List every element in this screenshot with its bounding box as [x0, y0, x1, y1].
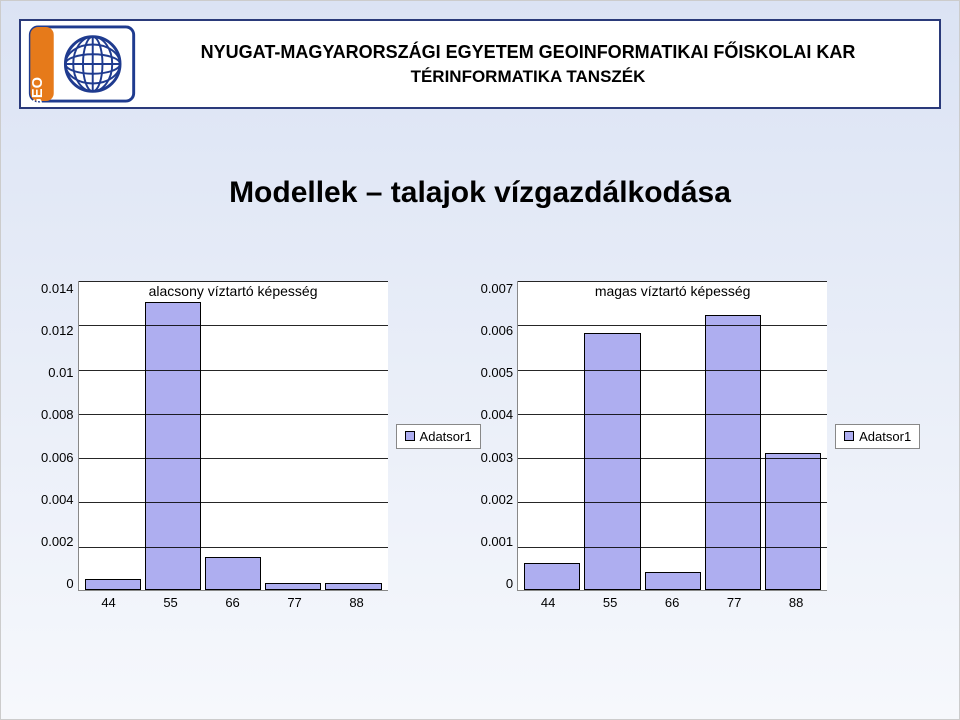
slide: GEO NYUGAT-MAGYARORSZÁGI EGYETEM GEOINFO…: [0, 0, 960, 720]
y-tick-label: 0.006: [481, 323, 514, 338]
grid-line: [518, 370, 827, 371]
grid-line: [518, 502, 827, 503]
y-tick-label: 0.007: [481, 281, 514, 296]
page-title: Modellek – talajok vízgazdálkodása: [1, 176, 959, 210]
charts-container: 0.014 0.012 0.01 0.008 0.006 0.004 0.002 0 alac…: [41, 281, 919, 679]
bars-group: [518, 281, 827, 590]
grid-line: [518, 547, 827, 548]
y-tick-label: 0: [66, 576, 73, 591]
grid-line: [79, 370, 388, 371]
x-axis-labels: 4455667788: [78, 595, 388, 610]
y-tick-label: 0: [506, 576, 513, 591]
institution-name: NYUGAT-MAGYARORSZÁGI EGYETEM GEOINFORMAT…: [137, 42, 919, 63]
bar: [205, 557, 261, 590]
y-tick-label: 0.003: [481, 450, 514, 465]
legend: Adatsor1: [835, 281, 920, 591]
bar: [325, 583, 381, 590]
bar: [765, 453, 821, 590]
bars-group: [79, 281, 388, 590]
bar: [705, 315, 761, 590]
y-tick-label: 0.002: [481, 492, 514, 507]
chart-title: alacsony víztartó képesség: [79, 281, 388, 299]
y-tick-label: 0.006: [41, 450, 74, 465]
globe-icon: GEO: [27, 25, 137, 103]
x-tick-label: 66: [202, 595, 264, 610]
bar: [524, 563, 580, 590]
bar: [584, 333, 640, 590]
y-tick-label: 0.002: [41, 534, 74, 549]
grid-line: [79, 547, 388, 548]
bar: [645, 572, 701, 590]
legend-label: Adatsor1: [859, 429, 911, 444]
chart-high-capacity: 0.007 0.006 0.005 0.004 0.003 0.002 0.001 0 mag…: [481, 281, 921, 631]
grid-line: [518, 325, 827, 326]
x-tick-label: 55: [579, 595, 641, 610]
department-name: TÉRINFORMATIKA TANSZÉK: [137, 67, 919, 87]
legend-swatch: [844, 431, 854, 441]
y-tick-label: 0.004: [481, 407, 514, 422]
y-tick-label: 0.012: [41, 323, 74, 338]
y-axis-labels: 0.014 0.012 0.01 0.008 0.006 0.004 0.002 0: [41, 281, 78, 591]
x-tick-label: 44: [517, 595, 579, 610]
x-tick-label: 77: [703, 595, 765, 610]
grid-line: [79, 502, 388, 503]
x-tick-label: 55: [140, 595, 202, 610]
y-tick-label: 0.001: [481, 534, 514, 549]
bar: [85, 579, 141, 590]
grid-line: [79, 325, 388, 326]
x-axis-labels: 4455667788: [517, 595, 827, 610]
grid-line: [79, 414, 388, 415]
header-text: NYUGAT-MAGYARORSZÁGI EGYETEM GEOINFORMAT…: [137, 42, 939, 87]
x-tick-label: 66: [641, 595, 703, 610]
legend: Adatsor1: [396, 281, 481, 591]
x-tick-label: 88: [326, 595, 388, 610]
grid-line: [518, 414, 827, 415]
x-tick-label: 88: [765, 595, 827, 610]
header-box: GEO NYUGAT-MAGYARORSZÁGI EGYETEM GEOINFO…: [19, 19, 941, 109]
chart-low-capacity: 0.014 0.012 0.01 0.008 0.006 0.004 0.002 0 alac…: [41, 281, 481, 631]
grid-line: [79, 458, 388, 459]
legend-label: Adatsor1: [420, 429, 472, 444]
legend-item: Adatsor1: [396, 424, 481, 449]
legend-swatch: [405, 431, 415, 441]
geo-logo: GEO: [27, 25, 137, 103]
y-tick-label: 0.004: [41, 492, 74, 507]
chart-title: magas víztartó képesség: [518, 281, 827, 299]
x-tick-label: 77: [264, 595, 326, 610]
svg-text:GEO: GEO: [30, 77, 46, 103]
grid-line: [518, 458, 827, 459]
y-axis-labels: 0.007 0.006 0.005 0.004 0.003 0.002 0.001 0: [481, 281, 518, 591]
plot-area: alacsony víztartó képesség: [78, 281, 388, 591]
legend-item: Adatsor1: [835, 424, 920, 449]
y-tick-label: 0.008: [41, 407, 74, 422]
x-tick-label: 44: [78, 595, 140, 610]
y-tick-label: 0.014: [41, 281, 74, 296]
y-tick-label: 0.005: [481, 365, 514, 380]
y-tick-label: 0.01: [48, 365, 73, 380]
plot-area: magas víztartó képesség: [517, 281, 827, 591]
bar: [265, 583, 321, 590]
